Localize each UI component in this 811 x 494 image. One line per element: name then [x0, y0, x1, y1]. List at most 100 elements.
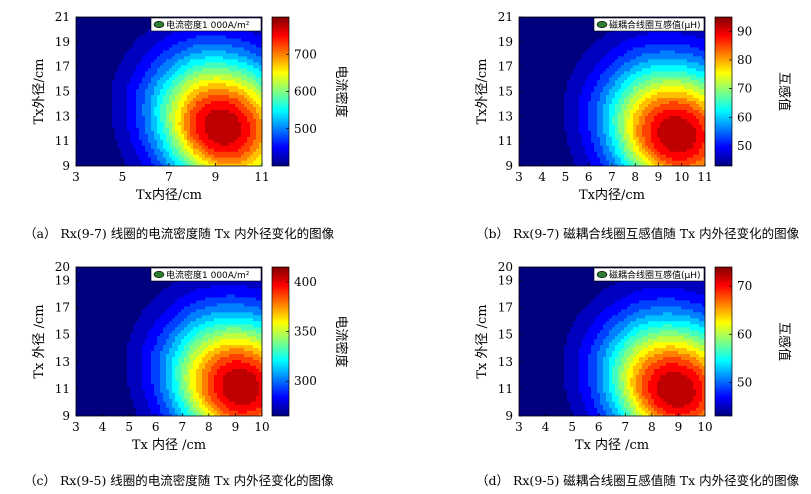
colorbar-tick-label-d-1: 60	[737, 327, 752, 341]
colorbar-tick-label-c-1: 350	[294, 325, 317, 339]
y-tick-label-b-2: 13	[498, 109, 513, 123]
contour-fill-d	[519, 267, 705, 416]
x-tick-label-b-7: 10	[674, 170, 689, 184]
caption-b: （b） Rx(9-7) 磁耦合线圈互感值随 Tx 内外径变化的图像	[476, 226, 800, 241]
legend-d: 磁耦合线圈互感值(μH)	[593, 267, 705, 282]
legend-label-d: 磁耦合线圈互感值(μH)	[609, 269, 701, 281]
legend-b: 磁耦合线圈互感值(μH)	[593, 17, 705, 32]
y-tick-label-d-0: 9	[505, 409, 513, 423]
legend-label-b: 磁耦合线圈互感值(μH)	[609, 19, 701, 31]
legend-marker-a	[153, 20, 165, 28]
y-tick-label-a-3: 15	[55, 85, 70, 99]
legend-marker-c	[153, 270, 165, 278]
legend-marker-d	[596, 270, 608, 278]
y-tick-label-d-2: 13	[498, 355, 513, 369]
legend-label-a: 电流密度1 000A/m²	[166, 19, 250, 31]
colorbar-tick-label-c-2: 400	[294, 275, 317, 289]
y-tick-label-c-5: 19	[55, 274, 70, 288]
x-tick-label-d-6: 9	[675, 420, 683, 434]
colorbar-tick-label-c-0: 300	[294, 374, 317, 388]
y-axis-label-c: Tx 外径 /cm	[32, 304, 47, 378]
x-tick-label-d-5: 8	[648, 420, 656, 434]
y-tick-label-a-1: 11	[55, 134, 70, 148]
x-tick-label-c-1: 4	[99, 420, 107, 434]
colorbar-d	[714, 266, 733, 417]
contour-fill-a	[76, 17, 262, 166]
x-tick-label-d-4: 7	[621, 420, 629, 434]
x-tick-label-c-0: 3	[72, 420, 80, 434]
caption-d: （d） Rx(9-5) 磁耦合线圈互感值随 Tx 内外径变化的图像	[476, 473, 800, 488]
legend-a: 电流密度1 000A/m²	[150, 17, 262, 32]
x-tick-label-b-2: 5	[562, 170, 570, 184]
x-tick-label-c-6: 9	[232, 420, 240, 434]
y-tick-label-c-1: 11	[55, 382, 70, 396]
y-tick-label-c-0: 9	[62, 409, 70, 423]
colorbar-tick-label-a-1: 600	[294, 85, 317, 99]
y-tick-label-d-1: 11	[498, 382, 513, 396]
y-tick-label-a-2: 13	[55, 109, 70, 123]
x-tick-label-b-6: 9	[655, 170, 663, 184]
x-tick-label-a-3: 9	[212, 170, 220, 184]
x-tick-label-d-3: 6	[595, 420, 603, 434]
x-tick-label-a-4: 11	[254, 170, 269, 184]
y-tick-label-c-2: 13	[55, 355, 70, 369]
x-axis-label-d: Tx 内径 /cm	[575, 437, 649, 453]
contour-fill-c	[76, 267, 262, 416]
contour-fill-b	[519, 17, 705, 166]
y-axis-label-b: Tx外径/cm	[475, 59, 490, 125]
y-tick-label-d-3: 15	[498, 328, 513, 342]
colorbar-tick-label-d-0: 50	[737, 375, 752, 389]
x-axis-label-b: Tx内径/cm	[579, 187, 645, 203]
colorbar-b	[714, 16, 733, 167]
colorbar-tick-label-a-0: 500	[294, 122, 317, 136]
y-tick-label-a-4: 17	[55, 60, 70, 74]
y-axis-label-d: Tx 外径 /cm	[475, 304, 490, 378]
colorbar-tick-label-b-0: 50	[737, 139, 752, 153]
contour-chart-b: 3 4 5 6 7 8 9 10 11 9 11 13 15 17 19 21 Tx内径/cm Tx外径/cm 磁耦…	[475, 10, 792, 203]
plot-frame-d	[518, 266, 706, 417]
y-tick-label-d-4: 17	[498, 301, 513, 315]
x-tick-label-c-3: 6	[152, 420, 160, 434]
y-tick-label-a-5: 19	[55, 35, 70, 49]
x-tick-label-a-1: 5	[119, 170, 127, 184]
colorbar-label-c: 电流密度	[333, 315, 349, 367]
x-tick-label-b-0: 3	[515, 170, 523, 184]
x-tick-label-b-4: 7	[608, 170, 616, 184]
y-tick-label-b-1: 11	[498, 134, 513, 148]
y-tick-label-b-0: 9	[505, 159, 513, 173]
x-tick-label-d-7: 10	[697, 420, 712, 434]
x-tick-label-c-2: 5	[125, 420, 133, 434]
x-axis-label-c: Tx 内径 /cm	[132, 437, 206, 453]
legend-label-c: 电流密度1 000A/m²	[166, 269, 250, 281]
x-tick-label-d-1: 4	[542, 420, 550, 434]
y-tick-label-c-6: 20	[55, 260, 70, 274]
y-tick-label-a-6: 21	[55, 10, 70, 24]
x-tick-label-a-2: 7	[165, 170, 173, 184]
colorbar-tick-label-b-2: 70	[737, 82, 752, 96]
y-tick-label-b-5: 19	[498, 35, 513, 49]
colorbar-label-d: 互感值	[776, 322, 792, 361]
y-tick-label-d-5: 19	[498, 274, 513, 288]
colorbar-tick-label-b-1: 60	[737, 110, 752, 124]
x-tick-label-c-7: 10	[254, 420, 269, 434]
y-tick-label-c-3: 15	[55, 328, 70, 342]
x-axis-label-a: Tx内径/cm	[136, 187, 202, 203]
x-tick-label-d-0: 3	[515, 420, 523, 434]
colorbar-tick-label-d-2: 70	[737, 279, 752, 293]
colorbar-tick-label-b-4: 90	[737, 24, 752, 38]
x-tick-label-c-4: 7	[178, 420, 186, 434]
x-tick-label-b-3: 6	[585, 170, 593, 184]
x-tick-label-a-0: 3	[72, 170, 80, 184]
colorbar-label-b: 互感值	[776, 72, 792, 111]
contour-chart-a: 3 5 7 9 11 9 11 13 15 17 19 21 Tx内径/cm Tx外径/cm 电流密度1 0…	[32, 10, 349, 203]
y-tick-label-b-3: 15	[498, 85, 513, 99]
x-tick-label-b-5: 8	[631, 170, 639, 184]
x-tick-label-b-1: 4	[538, 170, 546, 184]
caption-a: （a） Rx(9-7) 线圈的电流密度随 Tx 内外径变化的图像	[24, 226, 335, 241]
colorbar-tick-label-a-2: 700	[294, 47, 317, 61]
y-tick-label-b-6: 21	[498, 10, 513, 24]
colorbar-c	[271, 266, 290, 417]
x-tick-label-b-8: 11	[697, 170, 712, 184]
colorbar-label-a: 电流密度	[333, 65, 349, 117]
